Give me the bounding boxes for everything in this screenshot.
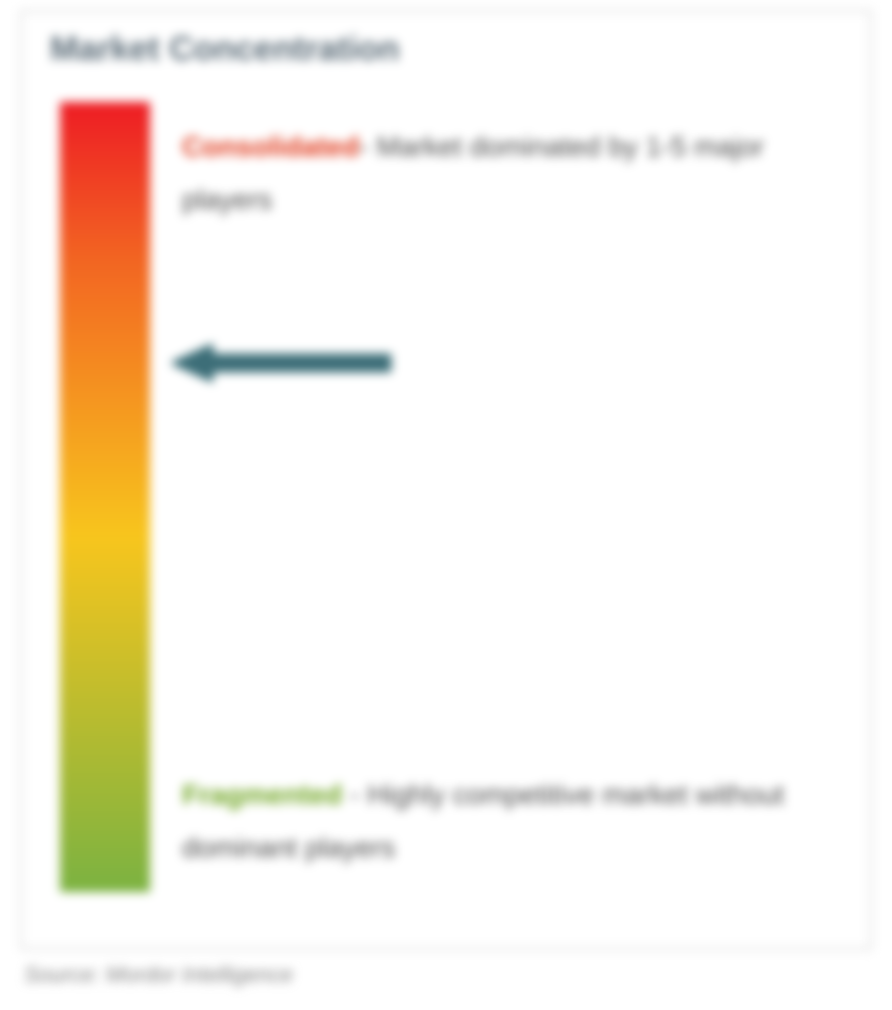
diagram-title: Market Concentration — [50, 30, 400, 69]
diagram-frame: Market Concentration Consolidated- Marke… — [20, 10, 872, 950]
fragmented-description: Fragmented - Highly competitive market w… — [182, 768, 832, 874]
descriptions-column: Consolidated- Market dominated by 1-5 ma… — [182, 102, 842, 892]
arrow-icon — [172, 343, 392, 383]
concentration-gradient-bar — [60, 102, 150, 892]
gradient-bar-svg — [60, 102, 150, 892]
fragmented-label: Fragmented — [182, 779, 342, 810]
consolidated-label: Consolidated — [182, 131, 359, 162]
consolidated-description: Consolidated- Market dominated by 1-5 ma… — [182, 120, 832, 226]
source-attribution: Source: Mordor Intelligence — [24, 962, 293, 988]
position-arrow — [172, 343, 392, 383]
